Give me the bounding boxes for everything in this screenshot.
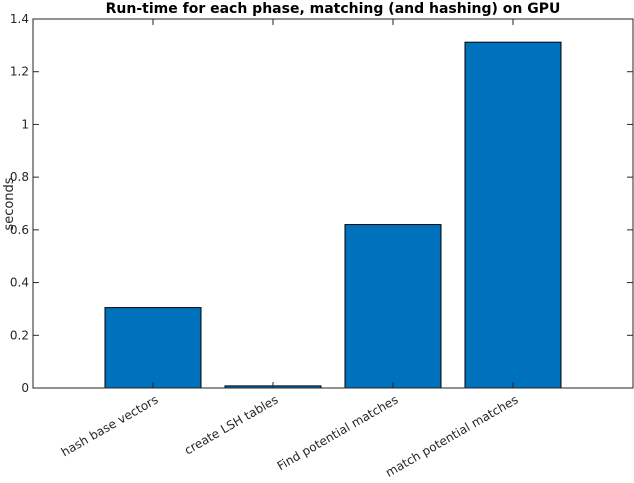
y-tick-label: 0 [21, 381, 29, 395]
x-tick-label: match potential matches [383, 392, 520, 479]
y-tick-label: 1.4 [10, 12, 29, 26]
y-tick-label: 1.2 [10, 65, 29, 79]
bar-1 [104, 307, 202, 389]
bar-3 [344, 224, 442, 389]
bars-group [104, 41, 562, 389]
y-tick-label: 0.6 [10, 223, 29, 237]
y-tick-label: 0.4 [10, 276, 29, 290]
x-tick-label: Find potential matches [275, 392, 401, 473]
bar-4 [464, 41, 562, 389]
y-tick-label: 0.2 [10, 328, 29, 342]
plot-frame [32, 18, 634, 389]
y-tick-label: 0.8 [10, 170, 29, 184]
y-tick-label: 1 [21, 117, 29, 131]
y-ticks-group: 0 0.2 0.4 0.6 0.8 1 1.2 1.4 [10, 12, 633, 395]
y-axis-label: seconds [2, 177, 17, 230]
chart-title: Run-time for each phase, matching (and h… [106, 1, 561, 17]
x-tick-label: create LSH tables [182, 392, 281, 457]
x-tick-label: hash base vectors [59, 392, 161, 459]
